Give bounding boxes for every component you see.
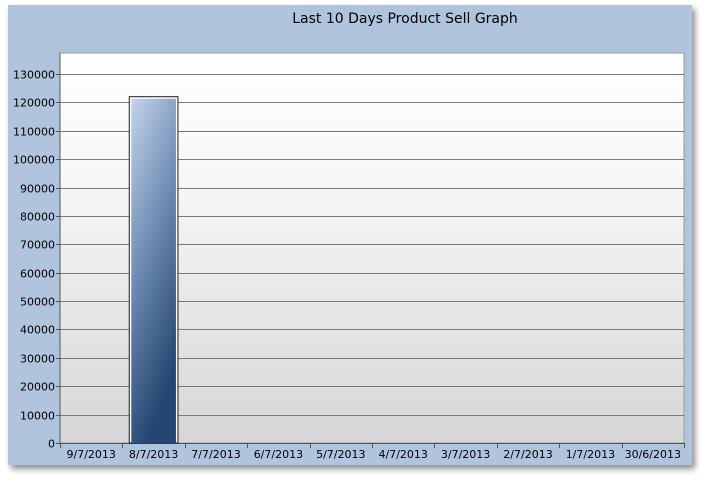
chart-window: Last 10 Days Product Sell Graph 0 10000 20…	[8, 5, 692, 465]
y-tick-label: 30000	[20, 353, 55, 366]
x-tick-label: 8/7/2013	[129, 448, 178, 461]
x-tick-label: 6/7/2013	[254, 448, 303, 461]
y-tick-label: 90000	[20, 183, 55, 196]
chart-title: Last 10 Days Product Sell Graph	[292, 11, 518, 27]
x-tick-label: 1/7/2013	[566, 448, 615, 461]
y-tick-label: 20000	[20, 381, 55, 394]
y-tick-label: 100000	[13, 154, 55, 167]
x-tick-label: 30/6/2013	[625, 448, 681, 461]
y-tick-label: 40000	[20, 324, 55, 337]
x-tick-label: 2/7/2013	[503, 448, 552, 461]
y-tick-label: 50000	[20, 296, 55, 309]
x-tick-label: 4/7/2013	[378, 448, 427, 461]
y-tick-label: 120000	[13, 97, 55, 110]
x-tick-label: 3/7/2013	[441, 448, 490, 461]
y-axis: 0 10000 20000 30000 40000 50000 60000 70000 8000…	[13, 53, 61, 451]
y-tick-label: 80000	[20, 211, 55, 224]
y-tick-label: 110000	[13, 126, 55, 139]
y-tick-label: 10000	[20, 410, 55, 423]
y-tick-label: 0	[48, 438, 55, 451]
y-tick-label: 130000	[13, 69, 55, 82]
bar	[131, 98, 176, 443]
bars	[128, 96, 179, 444]
y-tick-label: 70000	[20, 239, 55, 252]
x-tick-label: 5/7/2013	[316, 448, 365, 461]
x-tick-label: 7/7/2013	[191, 448, 240, 461]
y-tick-label: 60000	[20, 268, 55, 281]
bar-chart: Last 10 Days Product Sell Graph 0 10000 20…	[13, 11, 685, 461]
x-tick-label: 9/7/2013	[66, 448, 115, 461]
x-axis: 9/7/2013 8/7/2013 7/7/2013 6/7/2013 5/7/2013…	[60, 443, 685, 461]
